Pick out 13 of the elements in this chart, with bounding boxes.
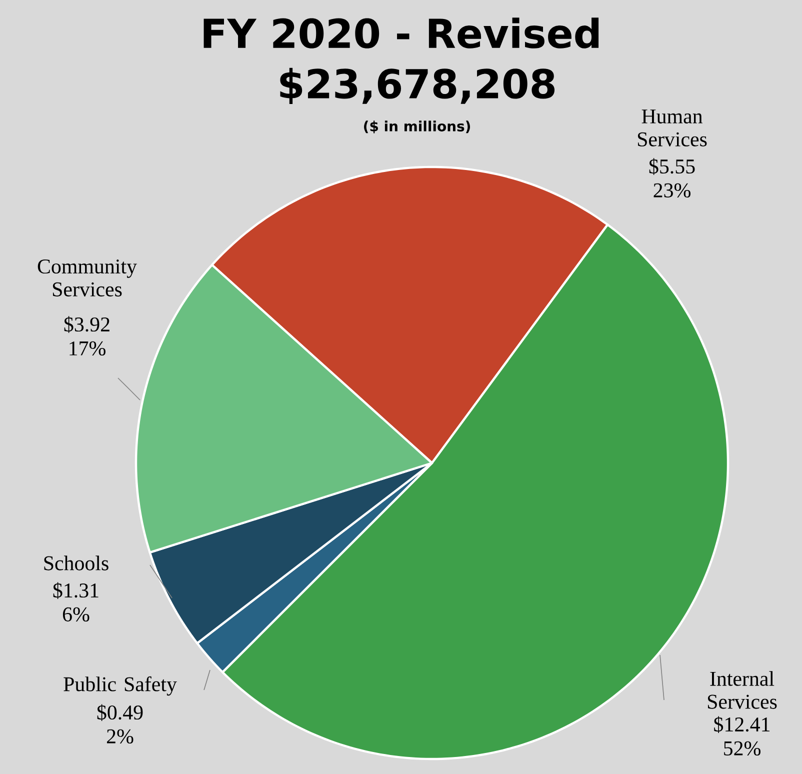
data-label: $5.55 23% <box>649 158 695 198</box>
slice-label: Internal Services <box>708 671 777 709</box>
text: ($ in millions) <box>364 120 470 134</box>
slice-label: Public Safety <box>64 676 177 696</box>
data-label: $1.31 6% <box>53 582 98 622</box>
slice-label: Human Services <box>638 110 707 146</box>
data-label: $12.41 52% <box>714 716 770 756</box>
data-label: $3.92 17% <box>64 316 110 356</box>
slice-label: Community Services <box>38 260 137 296</box>
slice-label: Schools <box>44 556 108 570</box>
chart-title: FY 2020 - Revised <box>204 18 599 48</box>
chart-subtitle: $23,678,208 <box>280 68 555 104</box>
data-label: $0.49 2% <box>97 704 143 744</box>
